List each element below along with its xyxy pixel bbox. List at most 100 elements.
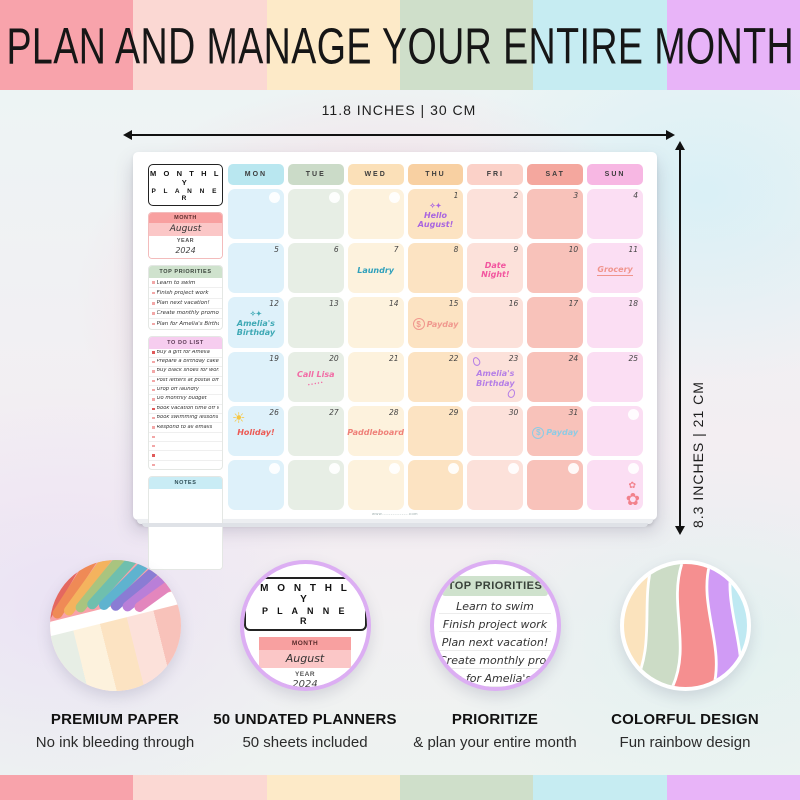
feature-circle-colorful-design bbox=[619, 560, 751, 691]
banner-color-block-2 bbox=[133, 0, 267, 90]
mini-logo-line2: P L A N N E R bbox=[262, 606, 348, 626]
date-number: 9 bbox=[513, 245, 519, 255]
date-number: 18 bbox=[628, 299, 638, 309]
calendar-cell bbox=[287, 459, 344, 510]
bullet-icon bbox=[152, 463, 155, 467]
calendar-cell: 14 bbox=[347, 297, 404, 348]
empty-date-circle bbox=[328, 462, 340, 474]
bullet-icon bbox=[152, 281, 155, 284]
bullet-icon bbox=[152, 426, 155, 429]
calendar-cell: 30 bbox=[467, 405, 524, 456]
date-number: 26 bbox=[269, 407, 279, 417]
event-entry: $ Payday bbox=[408, 297, 464, 347]
calendar-cell bbox=[228, 189, 284, 240]
calendar-cell: 24 bbox=[527, 351, 584, 402]
mini-month-label: MONTH bbox=[259, 637, 351, 650]
date-number: 29 bbox=[448, 407, 459, 417]
event-text: Laundry bbox=[357, 265, 395, 275]
day-header-sat: SAT bbox=[527, 164, 584, 185]
date-number: 11 bbox=[628, 245, 638, 255]
date-number: 15 bbox=[448, 299, 459, 309]
zoom-priority-text: Plan next vacation! bbox=[439, 632, 551, 651]
mini-month-year-box: MONTH August YEAR 2024 bbox=[259, 637, 351, 687]
bullet-icon bbox=[152, 370, 155, 373]
calendar-cell bbox=[407, 459, 464, 510]
date-number: 7 bbox=[393, 245, 399, 255]
feature-subtitle: No ink bleeding through bbox=[35, 734, 195, 751]
event-text: Paddleboard bbox=[347, 428, 404, 438]
calendar-cell: 18 bbox=[587, 297, 643, 348]
zoom-priority-text: Learn to swim bbox=[439, 596, 551, 615]
bullet-icon bbox=[152, 454, 155, 457]
bottom-banner bbox=[0, 775, 800, 800]
date-number: 21 bbox=[389, 353, 399, 363]
todo-item: Respond to all emails bbox=[149, 423, 222, 433]
priority-text: Finish project work bbox=[156, 289, 209, 296]
event-text: Amelia's Birthday bbox=[236, 319, 276, 338]
stage-background: 11.8 INCHES | 30 CM 8.3 INCHES | 21 CM M… bbox=[0, 90, 800, 775]
priority-item: Plan for Amelia's Birthday bbox=[149, 319, 222, 328]
calendar-cell: 19 bbox=[228, 351, 284, 402]
zoom-priority-text: Finish project work bbox=[439, 614, 551, 633]
date-number: 4 bbox=[633, 191, 638, 200]
day-header-thu: THU bbox=[407, 164, 464, 185]
empty-date-circle bbox=[448, 462, 460, 474]
todo-list-box: TO DO LIST Buy a gift for Amelia Prepare … bbox=[148, 335, 223, 471]
event-entry: Holiday! bbox=[228, 406, 284, 456]
calendar-cell: 23 Amelia's Birthday bbox=[467, 351, 524, 402]
zoom-priorities-title: TOP PRIORITIES bbox=[442, 576, 548, 596]
todo-text: Buy a gift for Amelia bbox=[156, 349, 210, 355]
todo-item: Drop off laundry bbox=[149, 386, 222, 396]
bullet-icon bbox=[152, 291, 155, 295]
calendar-cell: 1 ✧✦ Hello August! bbox=[407, 189, 464, 240]
month-label: MONTH bbox=[149, 213, 222, 223]
feature-title: COLORFUL DESIGN bbox=[611, 711, 759, 728]
todo-text: Do monthly budget bbox=[156, 396, 207, 402]
calendar-cell: 4 bbox=[587, 189, 643, 240]
calendar-cell: 27 bbox=[287, 405, 344, 456]
event-entry: $ Payday bbox=[527, 406, 583, 456]
bullet-icon bbox=[152, 435, 155, 439]
priority-item: Create monthly promo bbox=[149, 309, 222, 320]
feature-prioritize: TOP PRIORITIES Learn to swim Finish projec… bbox=[400, 560, 590, 751]
planner-logo-line2: P L A N N E R bbox=[151, 188, 220, 202]
bullet-icon bbox=[152, 407, 155, 411]
todo-text: Drop off laundry bbox=[156, 387, 200, 393]
date-number: 25 bbox=[628, 353, 638, 363]
top-priorities-title: TOP PRIORITIES bbox=[149, 266, 222, 278]
bullet-icon bbox=[152, 398, 155, 401]
calendar-cell: 21 bbox=[347, 351, 404, 402]
calendar-cell bbox=[287, 189, 344, 240]
banner-color-block-5 bbox=[533, 775, 667, 800]
width-dimension-label: 11.8 INCHES | 30 CM bbox=[321, 102, 477, 118]
feature-subtitle: 50 sheets included bbox=[242, 734, 368, 751]
todo-item: Do monthly budget bbox=[149, 395, 222, 405]
calendar-cell: 20 Call Lisa ••••• bbox=[287, 351, 344, 402]
calendar-cell: 10 bbox=[527, 243, 584, 294]
todo-text bbox=[157, 443, 158, 449]
calendar-cell: 31 $ Payday bbox=[527, 405, 584, 456]
calendar-cell: 13 bbox=[287, 297, 344, 348]
day-header-mon: MON bbox=[228, 164, 284, 185]
calendar-grid: MON TUE WED THU FRI SAT SUN 1 ✧✦ Hello August! 2 3 4… bbox=[228, 164, 643, 510]
day-header-wed: WED bbox=[347, 164, 404, 185]
calendar-cell: 22 bbox=[407, 351, 464, 402]
todo-text bbox=[157, 453, 158, 459]
month-value: August bbox=[149, 223, 222, 236]
todo-item: Buy black shoes for work bbox=[149, 367, 222, 377]
event-text: Holiday! bbox=[237, 428, 275, 438]
date-number: 22 bbox=[448, 353, 459, 363]
bullet-icon bbox=[152, 360, 155, 364]
feature-circle-prioritize: TOP PRIORITIES Learn to swim Finish projec… bbox=[429, 560, 561, 691]
calendar-cell bbox=[228, 459, 284, 510]
calendar-cell: 15 $ Payday bbox=[407, 297, 464, 348]
event-text: Date Night! bbox=[481, 261, 510, 280]
date-number: 30 bbox=[508, 407, 519, 417]
todo-text: Respond to all emails bbox=[156, 424, 213, 430]
banner-color-block-3 bbox=[266, 0, 400, 90]
payday-entry: $ Payday bbox=[532, 426, 578, 439]
todo-text: Buy black shoes for work bbox=[156, 368, 220, 374]
features-row: PREMIUM PAPER No ink bleeding through M O … bbox=[0, 560, 800, 751]
